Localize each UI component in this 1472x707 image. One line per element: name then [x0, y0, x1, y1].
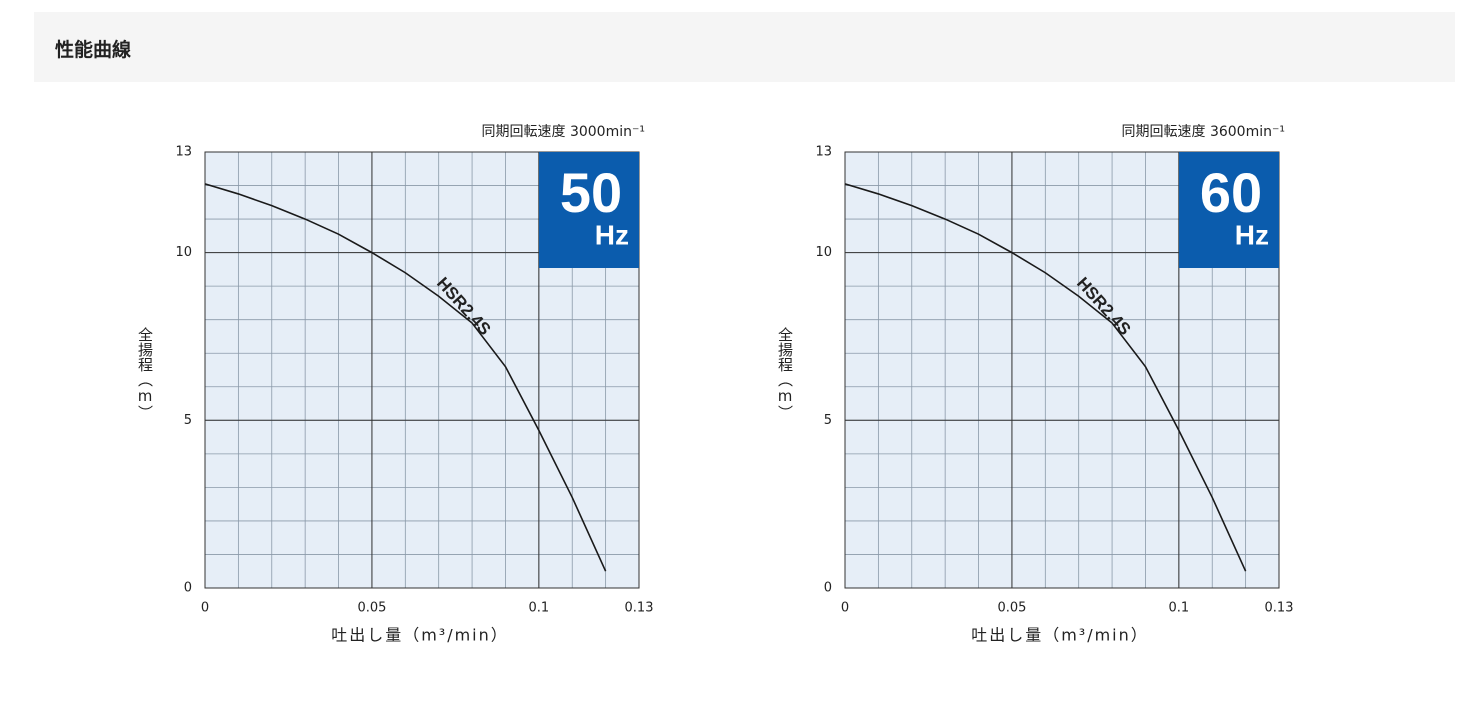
y-tick-label: 5 [184, 413, 192, 428]
plot-border [204, 151, 640, 589]
y-tick-label: 10 [815, 245, 832, 260]
x-tick-label: 0.13 [1265, 601, 1294, 616]
badge-value: 50 [560, 161, 622, 224]
badge-unit: Hz [1235, 219, 1269, 250]
y-tick-label: 13 [815, 145, 832, 160]
x-tick-label: 0 [841, 601, 849, 616]
y-tick-label: 0 [824, 581, 832, 596]
x-tick-label: 0 [201, 601, 209, 616]
badge-value: 60 [1200, 161, 1262, 224]
curve [844, 183, 1247, 572]
x-tick-label: 0.13 [625, 601, 654, 616]
section-header: 性能曲線 [34, 12, 1455, 82]
y-tick-label: 0 [184, 581, 192, 596]
badge-unit: Hz [595, 219, 629, 250]
x-tick-label: 0.1 [1169, 601, 1190, 616]
x-tick-label: 0.05 [357, 601, 386, 616]
curve [204, 183, 607, 572]
x-tick-label: 0.1 [529, 601, 550, 616]
y-tick-label: 10 [175, 245, 192, 260]
chart-title: 同期回転速度 3000min⁻¹ [482, 124, 645, 140]
y-axis-label: 全揚程（m） [136, 326, 154, 420]
y-tick-label: 5 [824, 413, 832, 428]
y-axis-label: 全揚程（m） [776, 326, 794, 420]
x-tick-label: 0.05 [997, 601, 1026, 616]
x-axis-label: 吐出し量（m³/min） [971, 626, 1149, 645]
plot-border [844, 151, 1280, 589]
x-axis-label: 吐出し量（m³/min） [331, 626, 509, 645]
section-title: 性能曲線 [55, 39, 132, 61]
y-tick-label: 13 [175, 145, 192, 160]
frequency-badge [539, 152, 639, 268]
frequency-badge [1179, 152, 1279, 268]
chart-title: 同期回転速度 3600min⁻¹ [1122, 124, 1285, 140]
